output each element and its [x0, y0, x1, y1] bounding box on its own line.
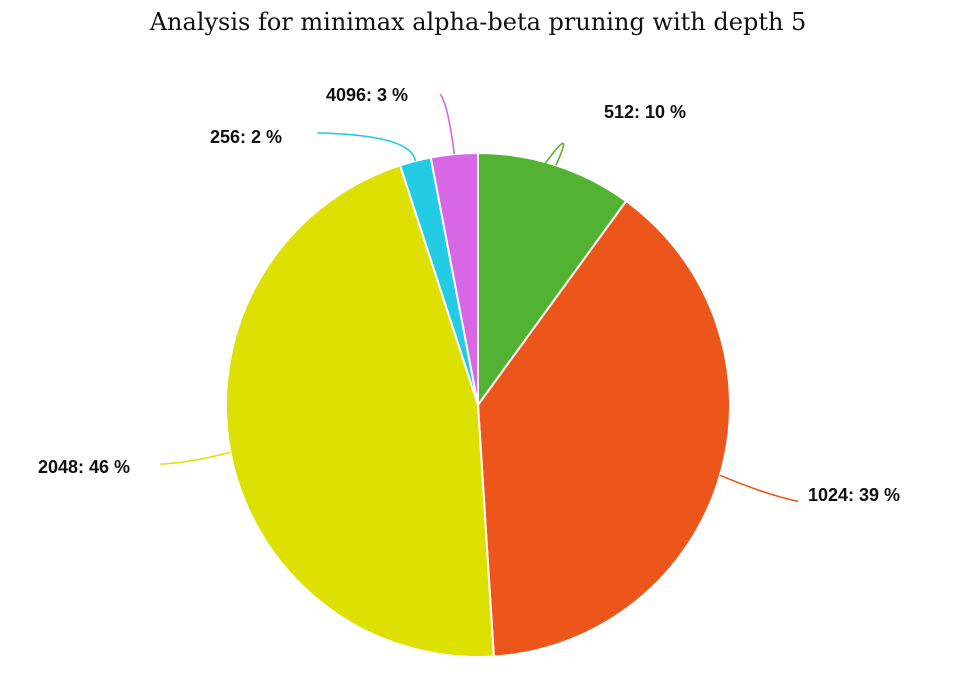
slice-label-4096: 4096: 3 %	[326, 85, 408, 105]
pie-slice-2048[interactable]	[225, 164, 495, 658]
leader-lines	[160, 93, 799, 503]
leader-line-256	[317, 132, 417, 162]
slice-label-256: 256: 2 %	[210, 127, 282, 147]
leader-line-4096	[439, 93, 456, 155]
slice-label-512: 512: 10 %	[604, 102, 686, 122]
pie-slices	[225, 151, 731, 658]
leader-line-1024	[719, 474, 799, 503]
pie-slice-4096[interactable]	[429, 151, 479, 406]
chart-title: Analysis for minimax alpha-beta pruning …	[149, 8, 807, 36]
leader-line-512	[543, 142, 565, 166]
pie-slice-1024[interactable]	[476, 199, 731, 658]
leader-line-2048	[160, 451, 231, 466]
slice-labels: 512: 10 % 1024: 39 % 2048: 46 % 256: 2 % 409…	[38, 85, 900, 505]
slice-label-2048: 2048: 46 %	[38, 457, 130, 477]
pie-slice-512[interactable]	[477, 151, 628, 409]
slice-label-1024: 1024: 39 %	[808, 485, 900, 505]
